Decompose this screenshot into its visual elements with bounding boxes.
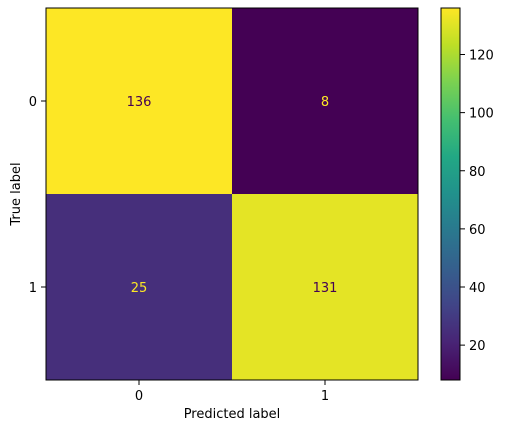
cell-value-label: 136 — [127, 95, 152, 110]
colorbar-ticks: 20 40 60 80 100 120 — [460, 49, 494, 354]
heatmap-cell — [46, 8, 232, 194]
plot-frame — [45, 7, 419, 381]
x-axis-label: Predicted label — [184, 407, 281, 422]
colorbar — [440, 7, 461, 381]
heatmap-cell — [46, 194, 232, 380]
cell-value-label: 131 — [313, 281, 338, 296]
colorbar-tick-label: 60 — [469, 223, 486, 238]
y-tick-label: 1 — [29, 281, 37, 296]
colorbar-tick-label: 100 — [469, 107, 494, 122]
heatmap-cells: 136 8 25 131 — [46, 8, 418, 380]
cell-value-label: 25 — [131, 281, 148, 296]
x-tick-label: 0 — [135, 389, 143, 404]
colorbar-tick-label: 120 — [469, 49, 494, 64]
colorbar-tick-label: 80 — [469, 165, 486, 180]
colorbar-tick-label: 40 — [469, 281, 486, 296]
y-axis-ticks: 01 — [29, 95, 46, 296]
heatmap-cell — [232, 8, 418, 194]
y-axis-label: True label — [9, 162, 24, 226]
heatmap-cell — [232, 194, 418, 380]
x-tick-label: 1 — [321, 389, 329, 404]
y-tick-label: 0 — [29, 95, 37, 110]
colorbar-tick-label: 20 — [469, 339, 486, 354]
cell-value-label: 8 — [321, 95, 329, 110]
